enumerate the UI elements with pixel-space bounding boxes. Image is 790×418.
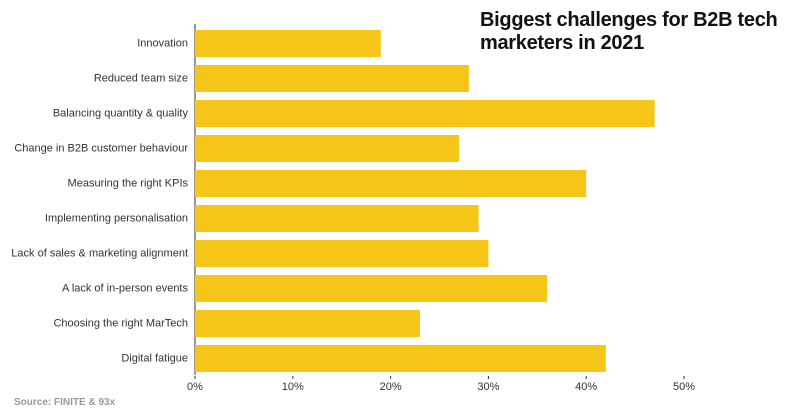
- bar: [195, 135, 460, 162]
- y-tick-label: Innovation: [137, 37, 188, 49]
- y-tick-label: Choosing the right MarTech: [53, 317, 188, 329]
- bar: [195, 100, 655, 127]
- bar: [195, 205, 479, 232]
- chart-title: Biggest challenges for B2B tech marketer…: [480, 9, 778, 54]
- bar: [195, 310, 420, 337]
- y-tick-label: Reduced team size: [94, 72, 188, 84]
- y-tick-label: A lack of in-person events: [62, 282, 188, 294]
- bar: [195, 345, 606, 372]
- x-tick-label: 20%: [380, 381, 402, 393]
- x-tick-label: 0%: [187, 381, 203, 393]
- y-tick-label: Digital fatigue: [121, 352, 188, 364]
- bar: [195, 65, 469, 92]
- bar: [195, 170, 587, 197]
- y-tick-label: Implementing personalisation: [45, 212, 188, 224]
- y-tick-label: Change in B2B customer behaviour: [14, 142, 188, 154]
- y-tick-label: Measuring the right KPIs: [68, 177, 189, 189]
- source: Source: FINITE & 93x: [14, 397, 116, 408]
- x-tick-label: 40%: [575, 381, 597, 393]
- bar: [195, 275, 548, 302]
- y-tick-label: Balancing quantity & quality: [53, 107, 189, 119]
- x-tick-label: 30%: [477, 381, 499, 393]
- x-tick-label: 50%: [673, 381, 695, 393]
- x-tick-label: 10%: [282, 381, 304, 393]
- y-tick-label: Lack of sales & marketing alignment: [11, 247, 188, 259]
- bar: [195, 30, 381, 57]
- bar: [195, 240, 489, 267]
